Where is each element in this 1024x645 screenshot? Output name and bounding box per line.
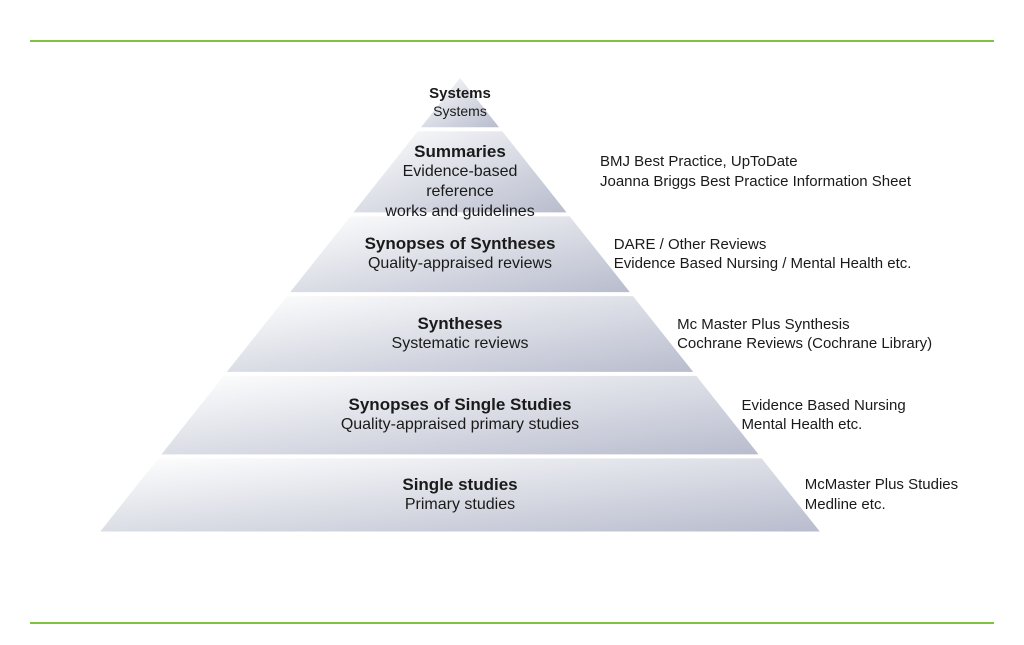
pyramid-band-5 xyxy=(100,458,819,531)
example-line: Evidence Based Nursing xyxy=(741,396,1014,416)
pyramid-band-3 xyxy=(227,296,693,372)
example-line: DARE / Other Reviews xyxy=(614,235,1014,255)
example-line: Joanna Briggs Best Practice Information … xyxy=(600,172,1014,192)
example-line: Mental Health etc. xyxy=(741,415,1014,435)
pyramid-band-0 xyxy=(421,78,499,127)
tier-example-4: Evidence Based NursingMental Health etc. xyxy=(741,396,1014,435)
example-line: BMJ Best Practice, UpToDate xyxy=(600,152,1014,172)
example-line: Evidence Based Nursing / Mental Health e… xyxy=(614,254,1014,274)
example-line: Cochrane Reviews (Cochrane Library) xyxy=(677,334,1014,354)
pyramid-band-2 xyxy=(290,216,630,292)
example-line: Mc Master Plus Synthesis xyxy=(677,315,1014,335)
tier-example-5: McMaster Plus StudiesMedline etc. xyxy=(805,475,1014,514)
pyramid-band-1 xyxy=(353,131,566,212)
tier-example-1: BMJ Best Practice, UpToDateJoanna Briggs… xyxy=(600,152,1014,191)
pyramid-band-4 xyxy=(161,376,758,454)
tier-example-2: DARE / Other ReviewsEvidence Based Nursi… xyxy=(614,235,1014,274)
example-line: McMaster Plus Studies xyxy=(805,475,1014,495)
tier-example-3: Mc Master Plus SynthesisCochrane Reviews… xyxy=(677,315,1014,354)
example-line: Medline etc. xyxy=(805,495,1014,515)
